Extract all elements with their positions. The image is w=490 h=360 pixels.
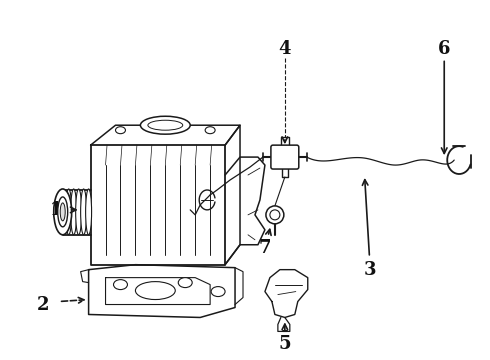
Ellipse shape — [266, 206, 284, 224]
Ellipse shape — [86, 189, 92, 235]
Text: 1: 1 — [49, 201, 62, 219]
Ellipse shape — [75, 189, 82, 235]
Ellipse shape — [71, 189, 76, 235]
Ellipse shape — [178, 278, 192, 288]
Text: 5: 5 — [278, 336, 291, 354]
Ellipse shape — [58, 197, 68, 227]
Text: 3: 3 — [363, 261, 376, 279]
Ellipse shape — [205, 127, 215, 134]
Ellipse shape — [270, 210, 280, 220]
Text: 6: 6 — [438, 40, 450, 58]
Ellipse shape — [116, 127, 125, 134]
Ellipse shape — [66, 189, 72, 235]
FancyBboxPatch shape — [271, 145, 299, 169]
Text: 4: 4 — [279, 40, 291, 58]
Ellipse shape — [81, 189, 87, 235]
Ellipse shape — [60, 203, 65, 221]
Ellipse shape — [141, 116, 190, 134]
Text: 2: 2 — [37, 296, 49, 314]
Ellipse shape — [54, 189, 72, 235]
Ellipse shape — [211, 287, 225, 297]
Ellipse shape — [135, 282, 175, 300]
Ellipse shape — [114, 280, 127, 289]
Text: 7: 7 — [259, 239, 271, 257]
Ellipse shape — [148, 120, 183, 130]
